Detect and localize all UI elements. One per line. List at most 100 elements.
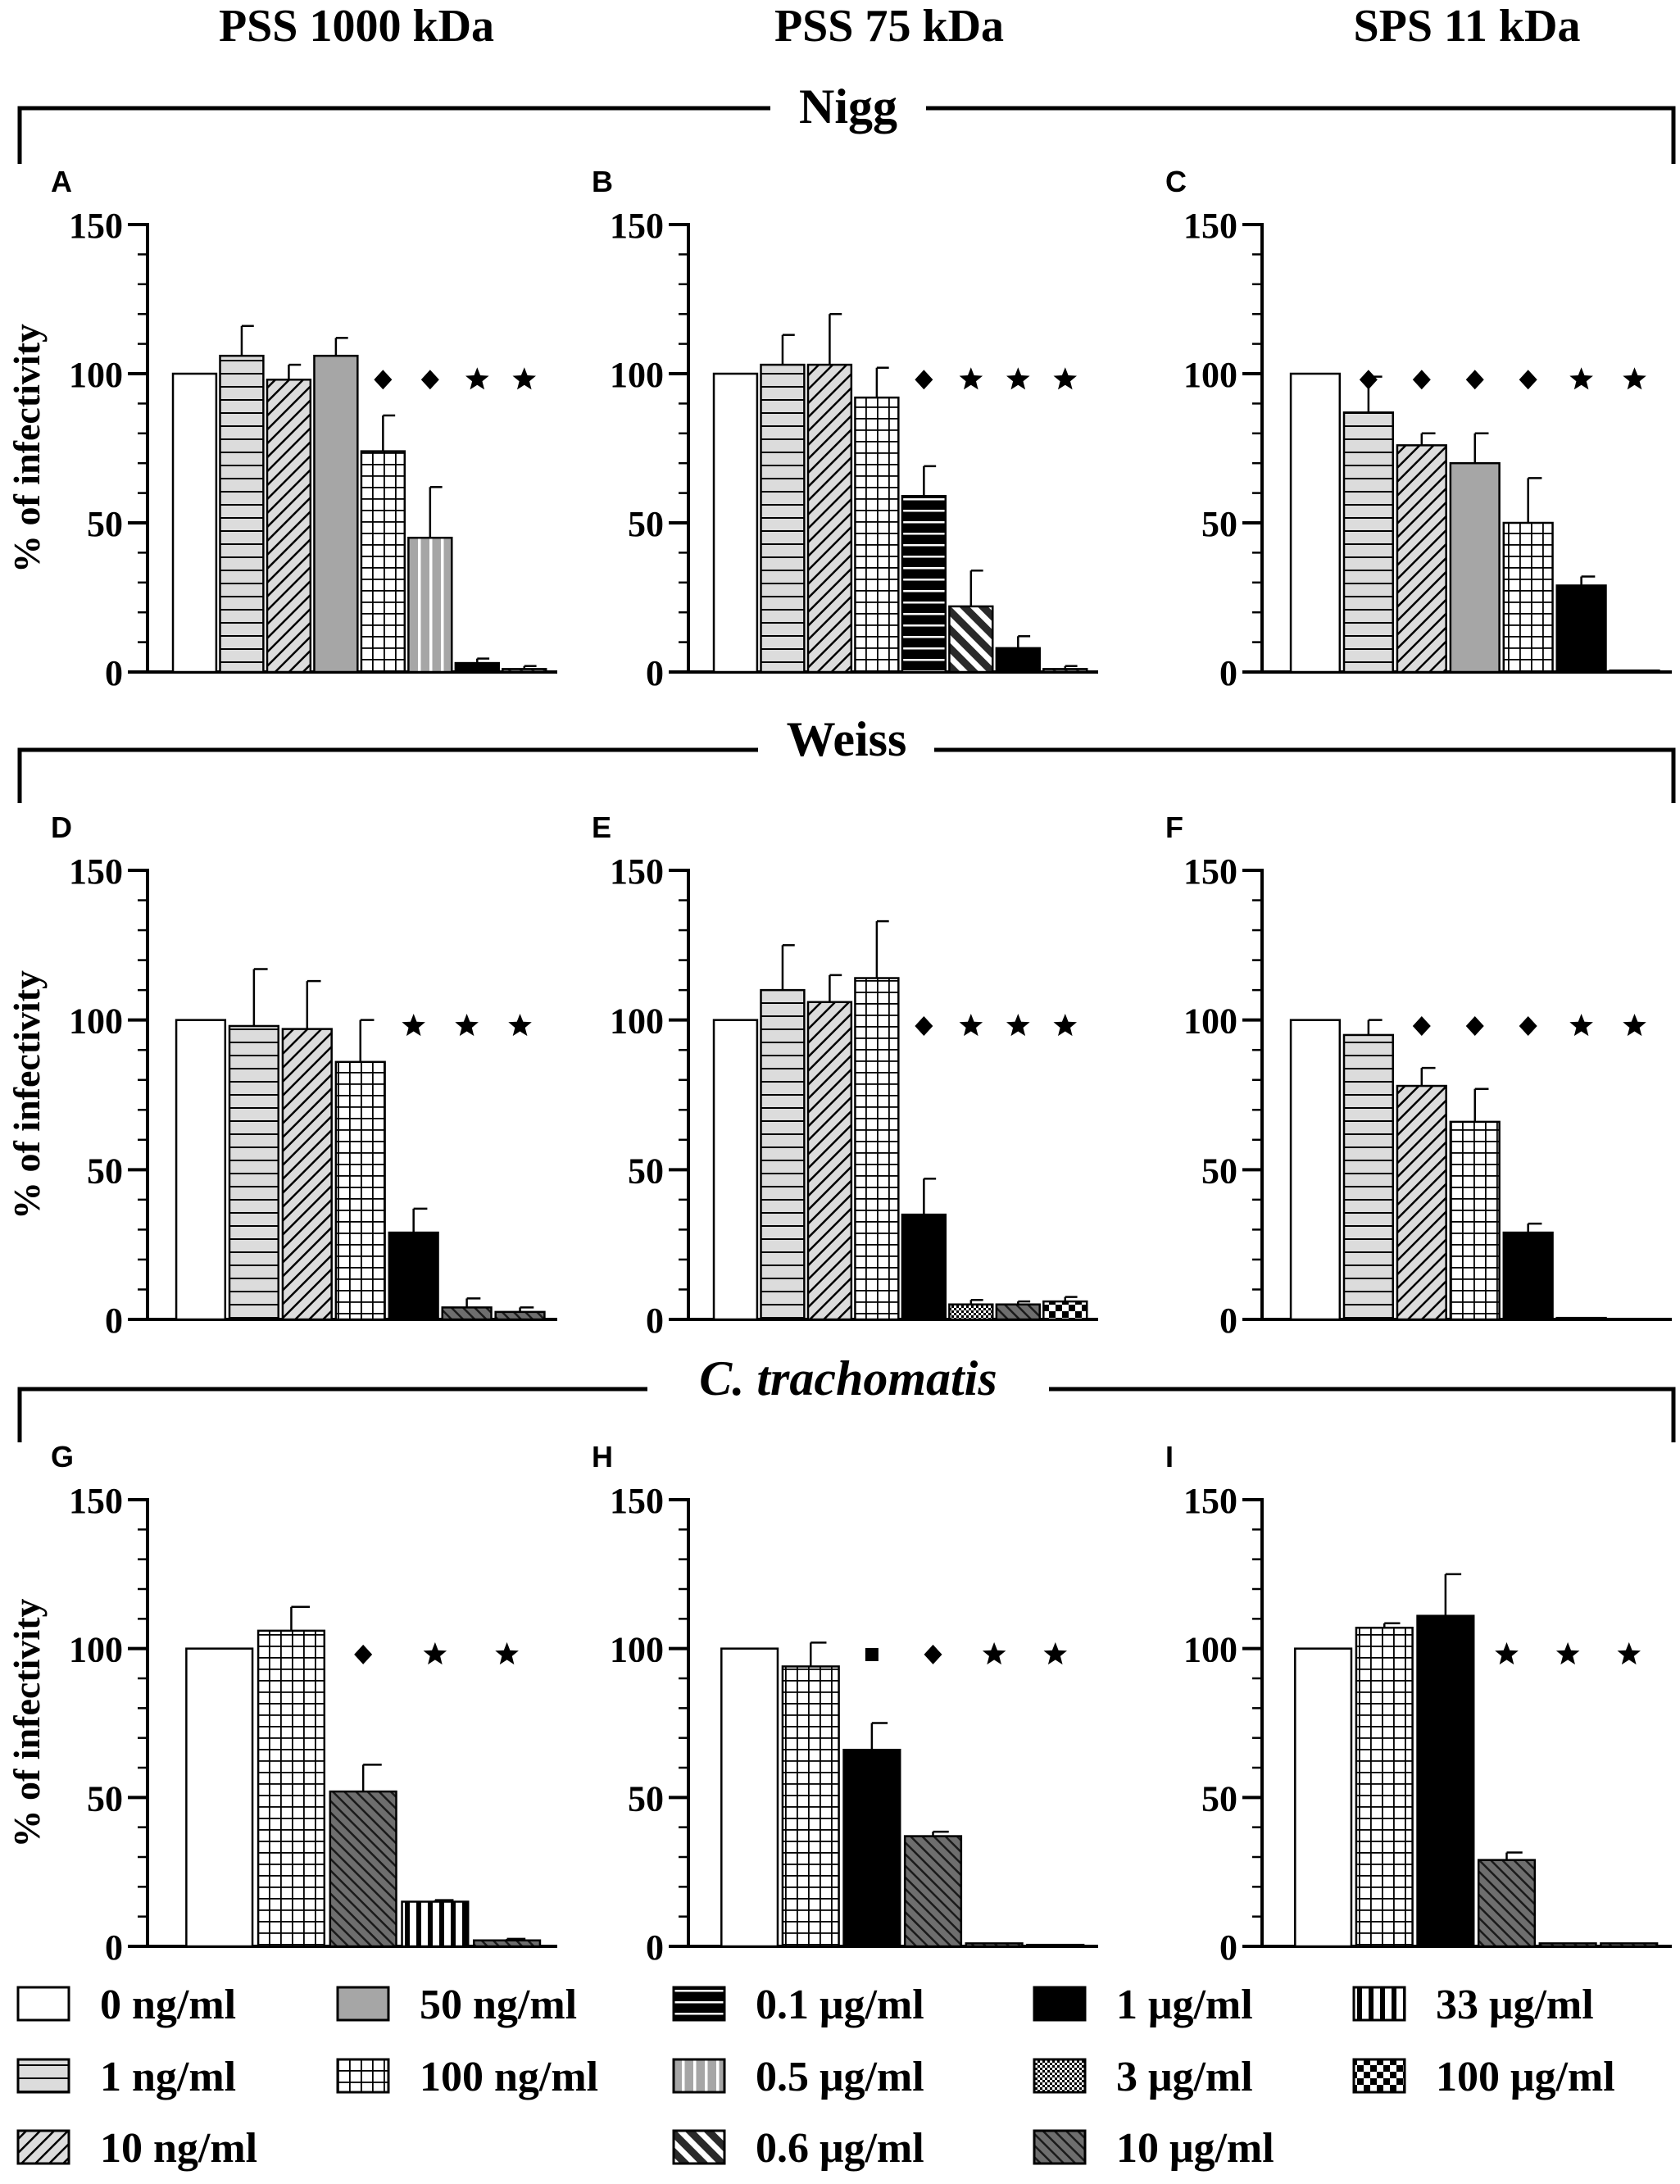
panel-label: A	[51, 165, 72, 198]
legend-label: 0.5 μg/ml	[756, 2054, 924, 2100]
legend-item: 10 ng/ml	[16, 2125, 257, 2172]
significance-diamond	[354, 1644, 373, 1664]
y-tick-label: 0	[105, 653, 123, 693]
significance-star	[1053, 367, 1077, 390]
significance-diamond	[1465, 1015, 1484, 1036]
bar	[1289, 372, 1342, 674]
bar	[441, 1306, 493, 1321]
legend-swatch	[16, 2129, 70, 2165]
bar	[1042, 668, 1088, 674]
panel-label: F	[1165, 810, 1183, 844]
significance-diamond	[1465, 370, 1484, 390]
bar	[995, 647, 1041, 674]
bar	[901, 1213, 947, 1321]
significance-star	[959, 1014, 983, 1037]
column-title-1: PSS 1000 kDa	[219, 1, 494, 52]
column-title-3: SPS 11 kDa	[1354, 1, 1581, 52]
significance-star	[495, 1641, 519, 1665]
significance-star	[455, 1014, 479, 1037]
y-tick-label: 100	[610, 355, 664, 395]
y-tick-label: 0	[105, 1301, 123, 1341]
legend-label: 3 μg/ml	[1116, 2054, 1253, 2100]
legend-swatch	[336, 1986, 390, 2022]
significance-star	[423, 1641, 447, 1665]
panel-I: I 0 50 100 150	[1165, 1440, 1672, 1968]
legend-label: 33 μg/ml	[1436, 1982, 1594, 2028]
y-tick-label: 0	[1219, 653, 1237, 693]
bar	[472, 1939, 542, 1948]
bar	[1502, 521, 1554, 674]
bar	[228, 1024, 279, 1321]
y-tick-label: 0	[646, 1927, 664, 1968]
y-tick-label: 100	[69, 1001, 123, 1042]
bar	[1502, 1231, 1554, 1321]
y-tick-label: 100	[1183, 1001, 1237, 1042]
bar	[401, 1900, 470, 1948]
legend-swatch	[1352, 2058, 1406, 2094]
bar	[171, 372, 218, 674]
legend-item: 10 μg/ml	[1033, 2125, 1274, 2172]
panel-label: H	[592, 1440, 613, 1473]
y-tick-label: 100	[69, 355, 123, 395]
panel-label: E	[592, 810, 611, 844]
legend-swatch	[672, 2129, 726, 2165]
legend-label: 50 ng/ml	[420, 1982, 577, 2028]
panel-H: H 0 50 100 150	[592, 1440, 1098, 1968]
bar	[1555, 1316, 1607, 1321]
legend-item: 0.6 μg/ml	[672, 2125, 924, 2172]
legend-label: 0 ng/ml	[100, 1982, 236, 2028]
y-tick-label: 50	[628, 1778, 664, 1818]
panel-A: A % of infectivity 0 50 100 150	[6, 165, 557, 693]
bar	[1396, 444, 1447, 674]
bar	[281, 1028, 333, 1321]
legend-label: 1 ng/ml	[100, 2054, 236, 2100]
legend-swatch	[1033, 2129, 1087, 2165]
significance-diamond	[374, 370, 393, 390]
significance-star	[1043, 1641, 1067, 1665]
legend-item: 0.1 μg/ml	[672, 1982, 924, 2028]
y-tick-label: 0	[646, 653, 664, 693]
significance-star	[1555, 1641, 1580, 1665]
bar	[965, 1942, 1024, 1948]
legend-label: 100 ng/ml	[420, 2054, 598, 2100]
bar	[948, 605, 994, 674]
significance-star	[402, 1014, 425, 1037]
y-axis-label: % of infectivity	[6, 324, 48, 573]
legend-swatch	[16, 2058, 70, 2094]
bar	[842, 1748, 901, 1948]
bar	[1355, 1626, 1414, 1948]
bar	[806, 363, 853, 674]
significance-star	[959, 367, 983, 390]
significance-star	[1569, 1014, 1593, 1037]
bar	[494, 1310, 546, 1321]
legend-item: 1 ng/ml	[16, 2054, 236, 2100]
bar	[720, 1647, 779, 1948]
y-tick-label: 50	[87, 1778, 123, 1818]
bar	[1294, 1647, 1353, 1948]
panels: A % of infectivity 0 50 100 150 B 0 50 100 150 C 0 50…	[6, 165, 1672, 1968]
panel-F: F 0 50 100 150	[1165, 810, 1672, 1341]
significance-star	[982, 1641, 1006, 1665]
column-title-2: PSS 75 kDa	[774, 1, 1004, 52]
panel-E: E 0 50 100 150	[592, 810, 1098, 1341]
y-tick-label: 50	[87, 504, 123, 544]
y-tick-label: 150	[610, 1481, 664, 1521]
bar	[1600, 1942, 1659, 1948]
significance-diamond	[1412, 370, 1431, 390]
legend-label: 1 μg/ml	[1116, 1982, 1253, 2028]
panel-label: C	[1165, 165, 1187, 198]
bar	[1026, 1943, 1085, 1948]
legend-swatch	[1033, 1986, 1087, 2022]
panel-label: B	[592, 165, 613, 198]
significance-diamond	[1519, 1015, 1537, 1036]
bar	[360, 450, 406, 674]
y-tick-label: 50	[87, 1151, 123, 1191]
bar	[1449, 461, 1501, 674]
bar	[219, 354, 265, 674]
significance-diamond	[915, 1015, 933, 1036]
y-axis-label: % of infectivity	[6, 970, 48, 1219]
legend-swatch	[16, 1986, 70, 2022]
y-tick-label: 100	[1183, 355, 1237, 395]
significance-diamond	[924, 1644, 942, 1664]
y-tick-label: 50	[1201, 504, 1237, 544]
